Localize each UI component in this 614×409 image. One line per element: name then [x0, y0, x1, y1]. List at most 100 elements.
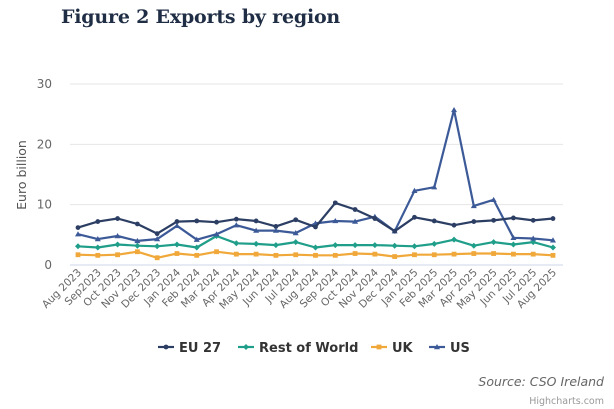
data-point[interactable] [253, 227, 260, 233]
data-point[interactable] [550, 252, 556, 258]
data-point[interactable] [372, 251, 378, 257]
data-point[interactable] [471, 251, 477, 256]
data-point[interactable] [530, 251, 536, 257]
data-point[interactable] [134, 242, 141, 249]
data-point[interactable] [451, 222, 457, 228]
highcharts-credits[interactable]: Highcharts.com [529, 396, 604, 407]
data-point[interactable] [233, 240, 240, 247]
data-point[interactable] [411, 243, 418, 250]
data-point[interactable] [530, 217, 536, 223]
data-point[interactable] [352, 207, 358, 212]
data-point[interactable] [134, 237, 141, 244]
data-point[interactable] [411, 187, 418, 193]
data-point[interactable] [75, 243, 81, 250]
data-point[interactable] [510, 234, 517, 241]
data-point[interactable] [194, 252, 200, 258]
data-point[interactable] [253, 240, 260, 247]
data-point[interactable] [253, 218, 259, 224]
data-point[interactable] [352, 251, 358, 256]
data-point[interactable] [272, 242, 279, 249]
data-point[interactable] [233, 216, 239, 222]
data-point[interactable] [94, 244, 101, 251]
legend-item-eu-27[interactable]: EU 27 [158, 341, 221, 356]
data-point[interactable] [332, 252, 338, 258]
data-point[interactable] [115, 252, 120, 258]
data-point[interactable] [491, 251, 497, 256]
data-point[interactable] [75, 225, 81, 230]
data-point[interactable] [292, 230, 299, 236]
data-point[interactable] [431, 218, 437, 224]
data-point[interactable] [154, 231, 160, 237]
data-point[interactable] [94, 236, 101, 242]
data-point[interactable] [412, 214, 417, 220]
data-point[interactable] [332, 217, 339, 224]
data-point[interactable] [431, 240, 438, 247]
data-point[interactable] [490, 196, 497, 203]
data-point[interactable] [332, 200, 338, 206]
data-point[interactable] [332, 242, 339, 249]
data-point[interactable] [115, 216, 120, 221]
data-point[interactable] [352, 242, 359, 249]
data-point[interactable] [431, 252, 437, 258]
legend-item-us[interactable]: US [429, 341, 470, 356]
data-point[interactable] [154, 243, 161, 250]
data-point[interactable] [451, 236, 458, 243]
data-point[interactable] [451, 106, 458, 113]
data-point[interactable] [75, 252, 81, 258]
legend-item-rest-of-world[interactable]: Rest of World [238, 341, 358, 356]
data-point[interactable] [392, 254, 398, 259]
data-point[interactable] [470, 202, 477, 209]
data-point[interactable] [134, 221, 140, 227]
data-point[interactable] [293, 252, 299, 258]
data-point[interactable] [75, 231, 81, 237]
data-point[interactable] [134, 249, 140, 255]
data-point[interactable] [292, 239, 299, 246]
data-point[interactable] [471, 219, 477, 224]
data-point[interactable] [490, 239, 497, 246]
data-point[interactable] [95, 252, 101, 258]
data-point[interactable] [193, 236, 200, 242]
data-point[interactable] [173, 241, 180, 248]
data-point[interactable] [511, 251, 516, 257]
data-point[interactable] [451, 251, 457, 257]
data-point[interactable] [114, 241, 121, 248]
data-point[interactable] [154, 236, 161, 242]
data-point[interactable] [491, 217, 497, 223]
data-point[interactable] [313, 224, 318, 230]
data-point[interactable] [550, 216, 556, 221]
data-point[interactable] [253, 251, 259, 257]
data-point[interactable] [233, 251, 239, 257]
data-point[interactable] [391, 242, 398, 249]
data-point[interactable] [174, 251, 180, 256]
data-point[interactable] [213, 231, 220, 237]
data-point[interactable] [312, 244, 319, 251]
data-point[interactable] [173, 222, 180, 228]
data-point[interactable] [431, 184, 438, 190]
data-point[interactable] [470, 242, 477, 249]
data-point[interactable] [372, 216, 378, 221]
data-point[interactable] [293, 217, 299, 223]
data-point[interactable] [392, 228, 398, 234]
data-point[interactable] [313, 252, 318, 258]
data-point[interactable] [214, 249, 219, 255]
data-point[interactable] [550, 244, 556, 251]
data-point[interactable] [273, 252, 279, 258]
data-point[interactable] [272, 227, 279, 233]
data-point[interactable] [511, 215, 516, 221]
data-point[interactable] [114, 233, 121, 239]
data-point[interactable] [154, 255, 160, 261]
data-point[interactable] [530, 235, 537, 241]
data-point[interactable] [193, 244, 200, 251]
data-point[interactable] [194, 218, 200, 224]
data-point[interactable] [214, 219, 219, 225]
data-point[interactable] [371, 242, 378, 249]
data-point[interactable] [550, 237, 556, 243]
legend-item-uk[interactable]: UK [371, 341, 414, 356]
data-point[interactable] [352, 218, 359, 224]
data-point[interactable] [95, 219, 101, 224]
data-point[interactable] [174, 219, 180, 224]
data-point[interactable] [510, 241, 517, 248]
data-point[interactable] [273, 223, 279, 229]
data-point[interactable] [233, 222, 240, 228]
data-point[interactable] [412, 252, 417, 258]
